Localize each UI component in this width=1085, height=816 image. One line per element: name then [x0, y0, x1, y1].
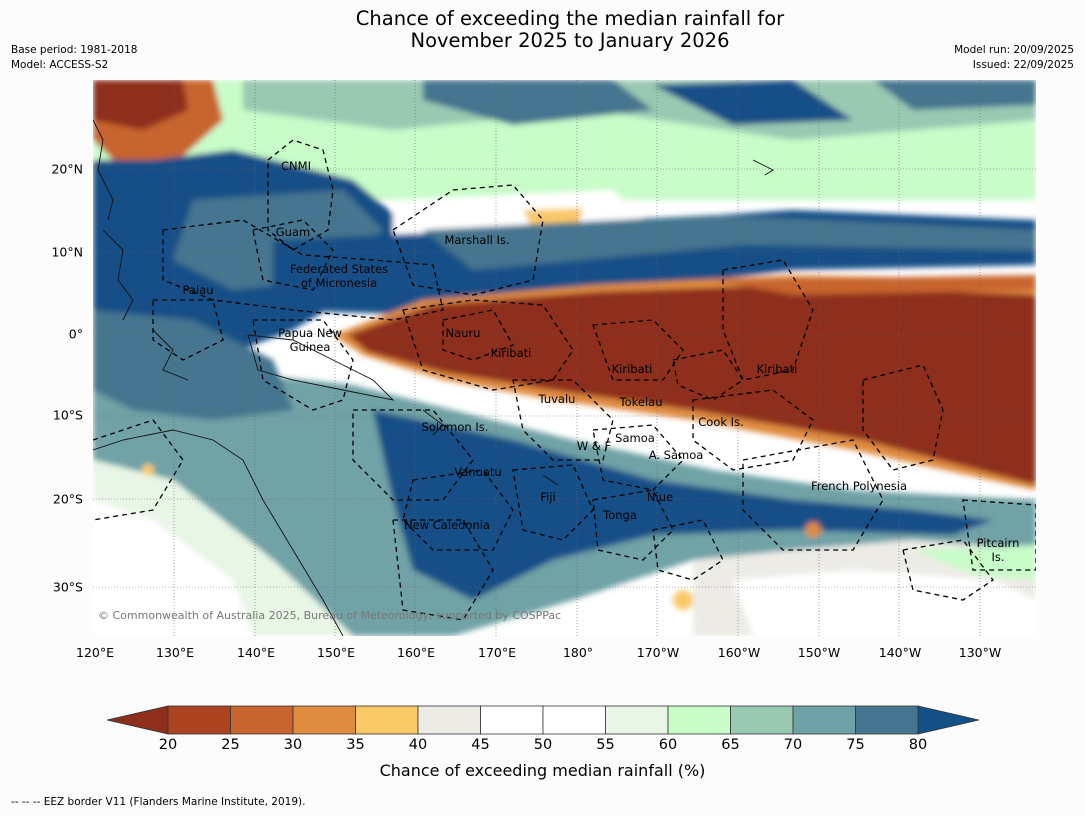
region-label-cnmi: CNMI [281, 159, 311, 173]
lon-label-130e: 130°E [155, 645, 195, 660]
pitcairn-line-2: Is. [991, 550, 1005, 564]
colorbar-tick-70: 70 [783, 737, 803, 753]
lon-label-170w: 170°W [636, 645, 680, 660]
colorbar-band-50-55 [542, 705, 606, 735]
map-area [93, 80, 1036, 636]
colorbar-band-25-30 [230, 705, 294, 735]
colorbar-tick-40: 40 [408, 737, 428, 753]
lat-label-10s: 10°S [52, 407, 83, 423]
colorbar-tick-55: 55 [596, 737, 615, 753]
lon-label-140w: 140°W [878, 645, 922, 660]
png-line-1: Papua New [278, 326, 342, 340]
base-period: Base period: 1981-2018 [11, 44, 138, 56]
colorbar-tick-20: 20 [158, 737, 178, 753]
colorbar-band-60-65 [667, 705, 731, 735]
colorbar-band-45-50 [480, 705, 544, 735]
colorbar-tick-25: 25 [221, 737, 240, 753]
eez-borders [93, 139, 1036, 621]
region-label-niue: Niue [646, 490, 674, 504]
pitcairn-line-1: Pitcairn [976, 536, 1020, 550]
lat-label-0: 0° [68, 326, 83, 342]
region-label-kiribati-central: Kiribati [611, 362, 653, 376]
eez-footnote: -- -- -- EEZ border V11 (Flanders Marine… [11, 796, 306, 808]
region-label-solomon: Solomon Is. [421, 420, 489, 434]
region-label-nauru: Nauru [445, 326, 481, 340]
colorbar-tick-30: 30 [283, 737, 303, 753]
lon-label-120e: 120°E [75, 645, 115, 660]
colorbar-tick-80: 80 [908, 737, 928, 753]
lon-label-140e: 140°E [236, 645, 276, 660]
region-label-guam: Guam [275, 225, 311, 239]
lon-label-150w: 150°W [797, 645, 841, 660]
colorbar [107, 705, 979, 735]
lon-label-150e: 150°E [316, 645, 356, 660]
region-label-fiji: Fiji [540, 490, 556, 504]
colorbar-label: Chance of exceeding median rainfall (%) [379, 761, 706, 780]
region-label-wallis-futuna: W & F [576, 439, 612, 453]
colorbar-tick-75: 75 [846, 737, 865, 753]
model-run: Model run: 20/09/2025 [954, 44, 1074, 56]
colorbar-tick-60: 60 [658, 737, 678, 753]
lon-label-160w: 160°W [717, 645, 761, 660]
colorbar-band-35-40 [355, 705, 419, 735]
map-title: Chance of exceeding the median rainfall … [0, 8, 1085, 52]
colorbar-tick-35: 35 [346, 737, 365, 753]
colorbar-band-20-25 [167, 705, 231, 735]
png-line-2: Guinea [289, 340, 331, 354]
lat-label-10n: 10°N [51, 244, 83, 260]
region-label-samoa: Samoa [615, 431, 655, 445]
issued-date: Issued: 22/09/2025 [972, 59, 1074, 71]
fsm-line-2: of Micronesia [300, 276, 378, 290]
model-name: Model: ACCESS-S2 [11, 59, 109, 71]
colorbar-band-70-75 [792, 705, 856, 735]
colorbar-band-75-80 [855, 705, 919, 735]
lon-label-170e: 170°E [477, 645, 517, 660]
colorbar-band-55-60 [605, 705, 669, 735]
colorbar-band-30-35 [292, 705, 356, 735]
rainfall-map [93, 80, 1036, 636]
region-label-tonga: Tonga [603, 508, 637, 522]
region-label-vanuatu: Vanuatu [454, 465, 502, 479]
region-label-marshall: Marshall Is. [444, 233, 510, 247]
meta-left: Base period: 1981-2018 Model: ACCESS-S2 [11, 43, 137, 73]
meta-right: Model run: 20/09/2025 Issued: 22/09/2025 [954, 43, 1074, 73]
colorbar-band-65-70 [730, 705, 794, 735]
region-label-kiribati-east: Kiribati [756, 362, 798, 376]
region-label-new-caledonia: New Caledonia [404, 518, 490, 532]
lat-label-20n: 20°N [51, 161, 83, 177]
coastlines [93, 119, 774, 636]
colorbar-below-20 [107, 705, 169, 735]
region-label-cook: Cook Is. [698, 415, 744, 429]
region-label-tuvalu: Tuvalu [538, 392, 576, 406]
colorbar-tick-50: 50 [533, 737, 553, 753]
region-label-kiribati-west: Kiribati [490, 346, 532, 360]
lon-label-180: 180° [562, 645, 594, 660]
lon-label-130w: 130°W [958, 645, 1002, 660]
colorbar-tick-45: 45 [471, 737, 490, 753]
title-line-1: Chance of exceeding the median rainfall … [355, 7, 785, 30]
lat-label-20s: 20°S [52, 491, 83, 507]
copyright-notice: © Commonwealth of Australia 2025, Bureau… [98, 609, 562, 622]
graticule [93, 80, 1036, 636]
title-line-2: November 2025 to January 2026 [410, 29, 730, 52]
colorbar-band-40-45 [417, 705, 481, 735]
region-label-fsm: Federated States of Micronesia [290, 262, 388, 290]
lon-label-160e: 160°E [396, 645, 436, 660]
region-label-png: Papua New Guinea [278, 326, 342, 354]
lat-label-30s: 30°S [52, 579, 83, 595]
fsm-line-1: Federated States [289, 262, 389, 276]
region-label-tokelau: Tokelau [619, 395, 663, 409]
region-label-french-polynesia: French Polynesia [810, 479, 908, 493]
region-label-palau: Palau [182, 283, 214, 297]
colorbar-tick-65: 65 [721, 737, 740, 753]
rainfall-field [93, 80, 1036, 636]
region-label-american-samoa: A. Samoa [648, 448, 704, 462]
colorbar-above-80 [917, 705, 979, 735]
region-label-pitcairn: Pitcairn Is. [977, 536, 1020, 564]
